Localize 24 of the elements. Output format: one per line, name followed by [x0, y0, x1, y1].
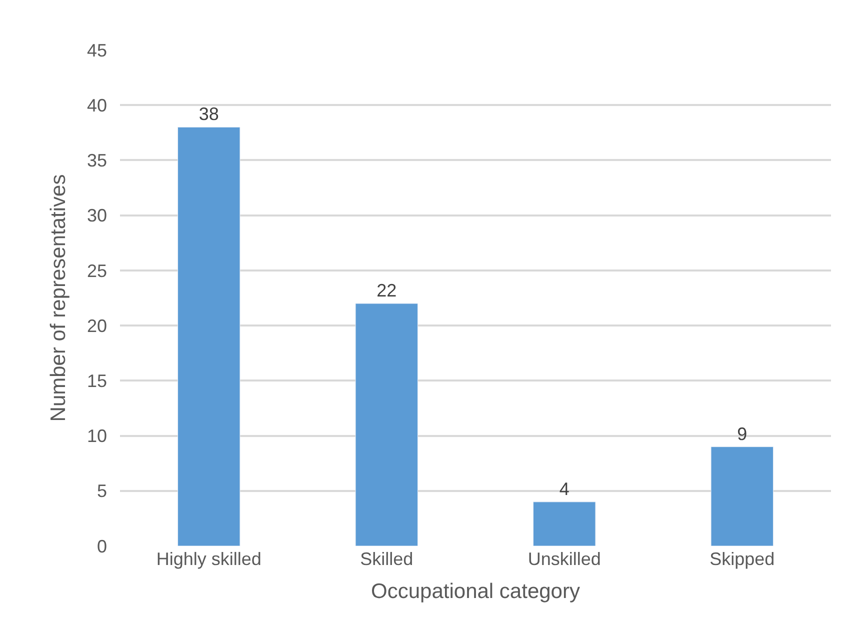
x-tick-label: Highly skilled	[156, 549, 262, 569]
x-tick-label: Unskilled	[528, 549, 601, 569]
y-tick-label: 25	[86, 260, 107, 281]
y-tick-label: 35	[86, 150, 107, 171]
y-tick-label: 45	[86, 40, 107, 60]
data-label: 38	[198, 104, 219, 124]
y-tick-label: 20	[86, 316, 107, 336]
x-tick-label: Skilled	[360, 549, 414, 569]
y-tick-label: 5	[96, 481, 107, 502]
y-tick-label: 15	[86, 370, 107, 391]
bar	[533, 502, 596, 546]
bar	[710, 446, 774, 546]
bar	[355, 303, 418, 546]
y-tick-label: 40	[86, 95, 107, 116]
x-tick-label: Skipped	[710, 549, 775, 569]
data-label: 4	[559, 478, 570, 499]
y-tick-label: 10	[86, 426, 107, 446]
bar	[178, 126, 240, 546]
data-label: 22	[376, 280, 397, 301]
y-tick-label: 30	[86, 206, 107, 226]
y-axis-title: Number of representatives	[47, 174, 70, 422]
data-label: 9	[737, 424, 748, 444]
x-axis-title: Occupational category	[371, 580, 580, 604]
y-tick-label: 0	[96, 536, 107, 556]
